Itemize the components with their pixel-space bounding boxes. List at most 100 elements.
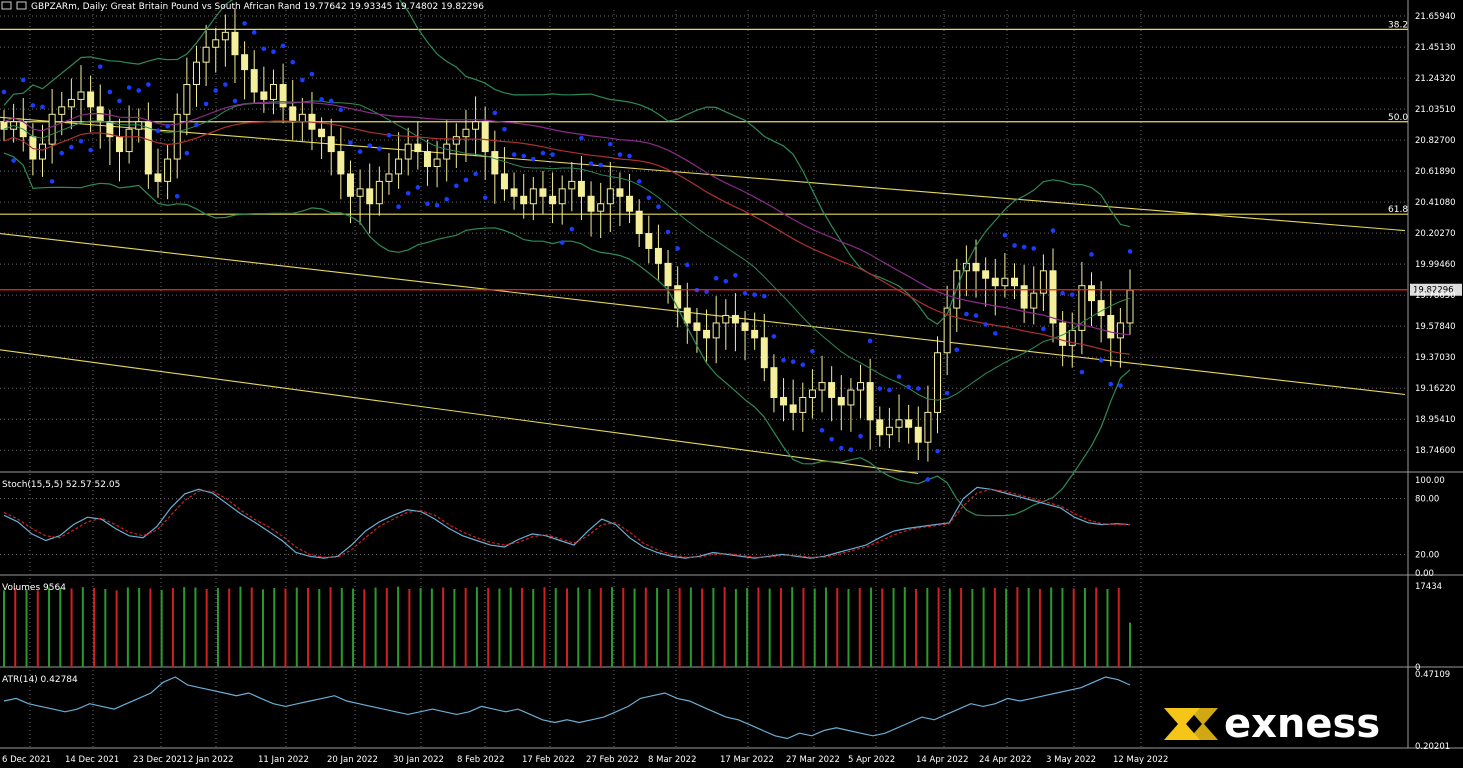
parabolic-sar-dot (1108, 381, 1114, 387)
price-tick-label: 18.74600 (1415, 446, 1456, 456)
parabolic-sar-dot (761, 293, 767, 299)
chart-window-icon[interactable] (16, 1, 27, 10)
parabolic-sar-dot (810, 348, 815, 354)
parabolic-sar-dot (733, 272, 738, 278)
date-tick-label: 14 Dec 2021 (65, 755, 119, 765)
parabolic-sar-dot (213, 88, 219, 93)
bollinger-upper (3, 0, 1131, 325)
parabolic-sar-dot (540, 150, 546, 156)
parabolic-sar-dot (300, 77, 305, 83)
date-tick-label: 27 Mar 2022 (786, 755, 840, 765)
candle-body (847, 389, 855, 406)
stoch-tick-label: 100.00 (1415, 476, 1445, 486)
candle-body (1116, 322, 1124, 339)
parabolic-sar-dot (521, 153, 526, 159)
stoch-signal-line (3, 488, 1130, 558)
candle-body (1097, 300, 1105, 317)
candle-body (635, 210, 643, 235)
stoch-main-line (3, 486, 1131, 559)
candle-body (693, 322, 701, 331)
chart-menu-icon[interactable] (1, 1, 12, 10)
candle-body (241, 54, 249, 71)
parabolic-sar-dot (858, 433, 863, 439)
parabolic-sar-dot (155, 128, 161, 134)
candle-body (1049, 270, 1057, 324)
candle-body (48, 113, 56, 145)
volume-tick-label: 0 (1415, 663, 1420, 673)
date-tick-label: 8 Mar 2022 (648, 755, 696, 765)
parabolic-sar-dot (309, 71, 315, 77)
bollinger-lower (3, 152, 1131, 517)
parabolic-sar-dot (40, 104, 45, 110)
candle-body (712, 322, 720, 339)
stochastic-panel[interactable] (0, 486, 1408, 559)
parabolic-sar-dot (367, 143, 373, 148)
parabolic-sar-dot (454, 183, 459, 189)
parabolic-sar-dot (579, 135, 584, 141)
parabolic-sar-dot (781, 357, 786, 363)
parabolic-sar-dot (1012, 243, 1017, 248)
candle-body (876, 419, 884, 436)
candle-body (654, 247, 662, 264)
candle-body (664, 262, 672, 287)
parabolic-sar-dot (117, 98, 122, 104)
fib-level-label: 61.8 (1388, 205, 1408, 215)
parabolic-sar-dot (887, 387, 892, 393)
parabolic-sar-dot (935, 448, 940, 454)
date-tick-label: 17 Feb 2022 (522, 755, 575, 765)
candle-body (481, 121, 489, 153)
date-tick-label: 6 Dec 2021 (2, 755, 51, 765)
parabolic-sar-dot (906, 384, 911, 390)
parabolic-sar-dot (434, 202, 440, 208)
parabolic-sar-dot (1050, 228, 1056, 233)
volume-panel[interactable] (3, 586, 1131, 667)
candle-body (1030, 292, 1038, 309)
candle-body (905, 419, 913, 428)
parabolic-sar-dot (829, 436, 834, 442)
atr-panel[interactable] (3, 676, 1131, 740)
parabolic-sar-dot (588, 161, 594, 166)
candle-body (597, 203, 605, 212)
fib-level-label: 38.2 (1388, 20, 1408, 30)
parabolic-sar-dot (11, 158, 16, 163)
parabolic-sar-dot (1089, 252, 1094, 257)
candle-body (924, 411, 932, 443)
parabolic-sar-dot (665, 229, 671, 235)
parabolic-sar-dot (656, 204, 661, 210)
candle-body (1078, 285, 1086, 331)
candle-body (250, 69, 258, 93)
candle-body (914, 426, 922, 443)
candle-body (943, 307, 951, 354)
atr-title: ATR(14) 0.42784 (2, 675, 78, 685)
price-tick-label: 20.82700 (1415, 136, 1456, 146)
candle-body (462, 128, 470, 138)
volume-tick-label: 17434 (1415, 582, 1442, 592)
parabolic-sar-dot (1098, 357, 1104, 363)
candle-body (298, 113, 306, 123)
price-tick-label: 21.45130 (1415, 43, 1456, 53)
price-panel[interactable]: 38.2 50.0 61.8 19.82296 (0, 0, 1462, 517)
parabolic-sar-dot (502, 126, 507, 132)
price-tick-label: 19.37030 (1415, 353, 1456, 363)
chart-grid (0, 0, 1463, 749)
parabolic-sar-dot (608, 141, 613, 147)
atr-tick-label: 0.47109 (1415, 670, 1450, 680)
parabolic-sar-dot (203, 101, 209, 107)
parabolic-sar-dot (1041, 326, 1046, 332)
stoch-tick-label: 80.00 (1415, 495, 1439, 505)
parabolic-sar-dot (1031, 246, 1037, 251)
parabolic-sar-dot (752, 292, 757, 297)
parabolic-sar-dot (915, 386, 921, 391)
parabolic-sar-dot (425, 201, 430, 207)
price-tick-label: 19.57840 (1415, 322, 1456, 332)
candle-body (606, 188, 614, 205)
candle-body (375, 180, 383, 205)
candle-body (183, 84, 191, 115)
date-tick-label: 20 Jan 2022 (327, 755, 378, 765)
ma-purple (3, 101, 1131, 336)
candle-body (703, 329, 711, 339)
trendline (0, 116, 1406, 232)
candle-body (77, 91, 85, 100)
candle-body (472, 121, 480, 130)
